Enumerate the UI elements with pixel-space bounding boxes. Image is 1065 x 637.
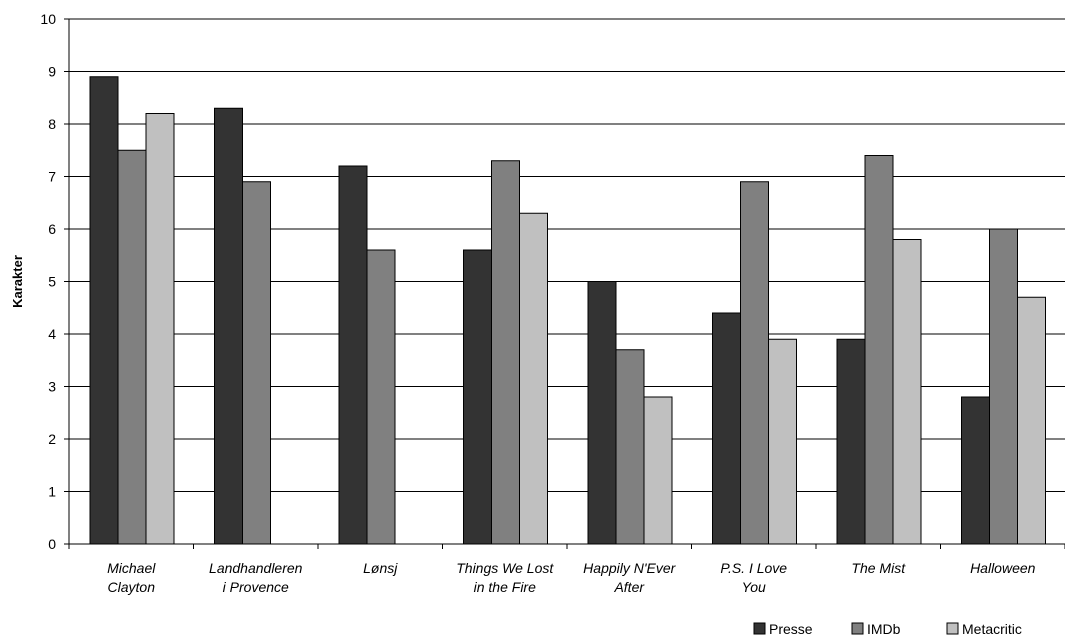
y-tick-label: 4 <box>48 326 56 342</box>
bar-metacritic-0 <box>145 113 175 545</box>
y-tick-label: 6 <box>48 221 56 237</box>
y-tick-label: 10 <box>40 11 56 27</box>
x-category-label: Happily N'Ever After <box>583 560 676 595</box>
y-tick-label: 5 <box>48 274 56 290</box>
bar-presse-1 <box>214 107 243 545</box>
bar-imdb-5 <box>740 181 769 545</box>
bar-presse-0 <box>89 76 119 545</box>
bar-metacritic-5 <box>768 338 797 545</box>
x-category-label: P.S. I Love You <box>720 560 787 595</box>
y-tick-label: 0 <box>48 536 56 552</box>
bar-metacritic-6 <box>892 239 922 545</box>
x-category-label: Michael Clayton <box>107 560 156 595</box>
bar-presse-5 <box>712 312 741 545</box>
y-tick-label: 2 <box>48 431 56 447</box>
bar-imdb-2 <box>366 249 396 545</box>
bar-imdb-0 <box>117 149 147 545</box>
x-category-label: Things We Lost in the Fire <box>456 560 554 595</box>
legend-swatch-metacritic <box>946 622 959 635</box>
x-category-labels: Michael Clayton Landhandleren i Provence Løn… <box>107 560 1036 595</box>
y-tick-label: 8 <box>48 116 56 132</box>
y-tick-label: 1 <box>48 484 56 500</box>
bar-presse-3 <box>463 249 492 545</box>
legend-swatch-presse <box>753 622 766 635</box>
bar-presse-4 <box>587 281 617 545</box>
bar-imdb-4 <box>615 349 645 545</box>
bar-presse-7 <box>961 396 990 545</box>
bar-metacritic-7 <box>1017 296 1046 545</box>
legend: Presse IMDb Metacritic <box>753 621 1022 637</box>
x-category-label: The Mist <box>851 560 906 576</box>
bar-imdb-1 <box>242 181 271 545</box>
y-tick-label: 3 <box>48 379 56 395</box>
bar-metacritic-4 <box>643 396 673 545</box>
bar-imdb-3 <box>491 160 520 545</box>
y-tick-labels: 0 1 2 3 4 5 6 7 8 9 10 <box>40 11 56 552</box>
legend-label-metacritic: Metacritic <box>962 621 1022 637</box>
y-axis-label: Karakter <box>10 255 25 308</box>
bar-presse-6 <box>836 338 866 545</box>
bar-presse-2 <box>338 165 368 545</box>
legend-swatch-imdb <box>851 622 864 635</box>
bars <box>89 76 1046 545</box>
axes <box>64 18 1065 549</box>
x-category-label: Halloween <box>970 560 1036 576</box>
legend-label-presse: Presse <box>769 621 813 637</box>
bar-imdb-6 <box>864 155 894 545</box>
y-tick-label: 7 <box>48 169 56 185</box>
legend-label-imdb: IMDb <box>867 621 901 637</box>
x-category-label: Lønsj <box>363 560 398 576</box>
y-tick-label: 9 <box>48 64 56 80</box>
x-category-label: Landhandleren i Provence <box>209 560 303 595</box>
bar-imdb-7 <box>989 228 1018 545</box>
bar-metacritic-3 <box>519 212 548 545</box>
